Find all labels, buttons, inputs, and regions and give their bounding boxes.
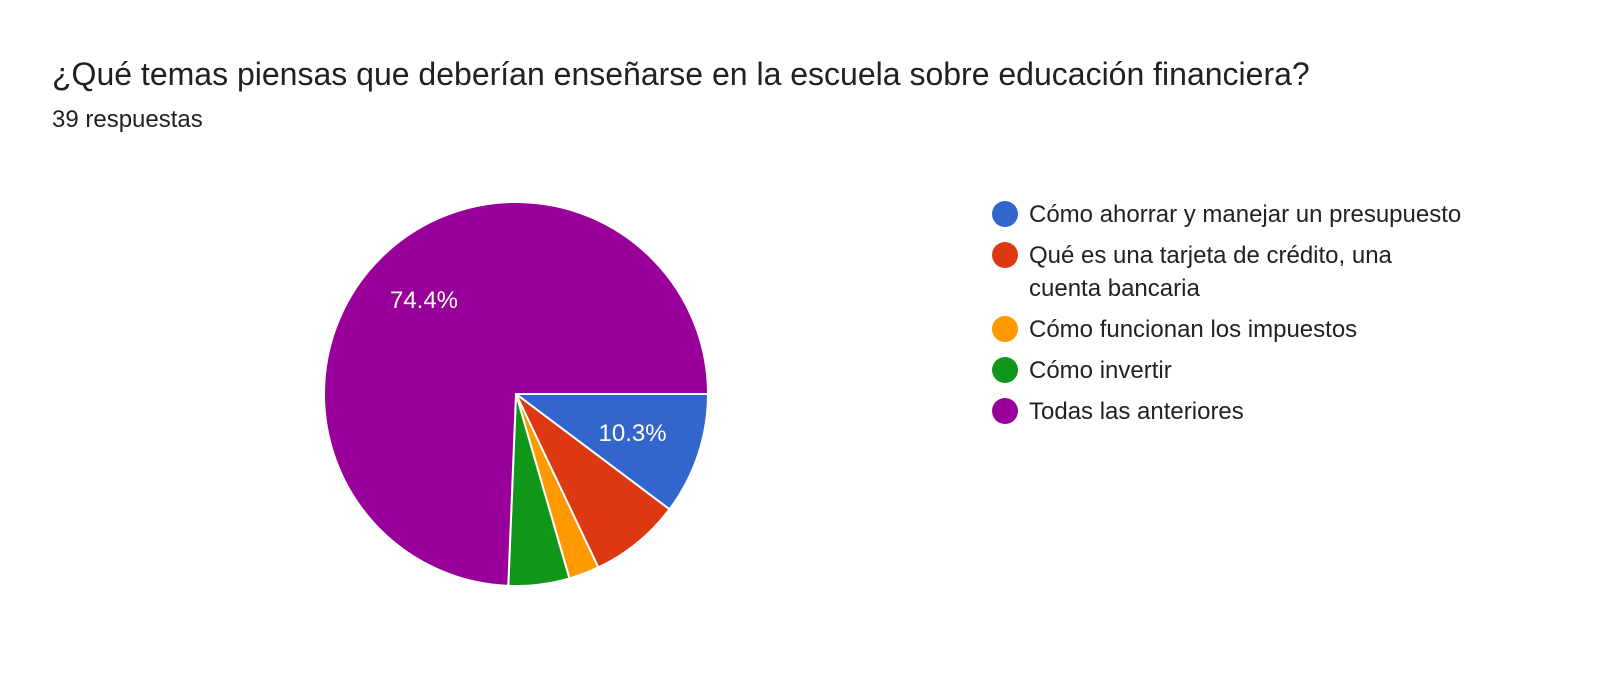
legend-swatch-icon bbox=[992, 242, 1018, 268]
legend-item-tarjeta[interactable]: Qué es una tarjeta de crédito, una cuent… bbox=[992, 239, 1532, 305]
legend-label: Cómo invertir bbox=[1029, 357, 1172, 384]
legend-label: Cómo ahorrar y manejar un presupuesto bbox=[1029, 201, 1462, 228]
slice-percentage-label: 74.4% bbox=[390, 287, 458, 314]
legend-swatch-icon bbox=[992, 316, 1018, 342]
response-count: 39 respuestas bbox=[52, 106, 203, 133]
chart-title: ¿Qué temas piensas que deberían enseñars… bbox=[52, 56, 1310, 92]
slice-percentage-label: 10.3% bbox=[599, 420, 667, 447]
pie-slice[interactable] bbox=[515, 393, 671, 569]
legend-label: Cómo funcionan los impuestos bbox=[1029, 316, 1358, 343]
legend-swatch-icon bbox=[992, 201, 1018, 227]
legend-item-todas[interactable]: Todas las anteriores bbox=[992, 395, 1532, 428]
pie-slice[interactable] bbox=[323, 201, 710, 587]
legend-item-impuestos[interactable]: Cómo funcionan los impuestos bbox=[992, 313, 1532, 346]
legend-label: Todas las anteriores bbox=[1029, 398, 1244, 425]
legend-label: Qué es una tarjeta de crédito, una cuent… bbox=[1029, 242, 1392, 302]
chart-legend: Cómo ahorrar y manejar un presupuesto Qu… bbox=[992, 198, 1532, 436]
pie-slice[interactable] bbox=[513, 393, 710, 511]
legend-swatch-icon bbox=[992, 398, 1018, 424]
legend-swatch-icon bbox=[992, 357, 1018, 383]
legend-item-ahorrar[interactable]: Cómo ahorrar y manejar un presupuesto bbox=[992, 198, 1532, 231]
pie-chart: 10.3% 74.4% bbox=[323, 201, 710, 587]
legend-item-invertir[interactable]: Cómo invertir bbox=[992, 354, 1532, 387]
